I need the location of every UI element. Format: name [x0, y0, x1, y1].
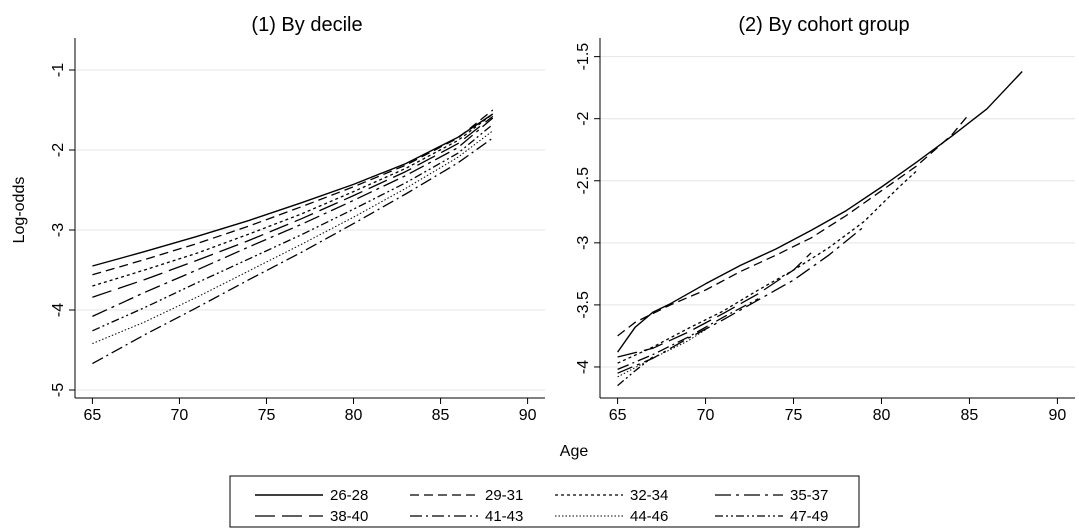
plot-area: [600, 38, 1075, 398]
x-tick-label: 90: [1049, 407, 1067, 424]
legend-label: 47-49: [790, 508, 828, 525]
x-tick-label: 85: [961, 407, 979, 424]
series-line-29-31: [617, 113, 970, 337]
series-line-26-28: [92, 113, 494, 267]
y-tick-label: -2.5: [575, 167, 592, 195]
x-tick-label: 65: [609, 407, 627, 424]
series-line-29-31: [92, 109, 494, 276]
series-line-47-49: [617, 356, 654, 387]
y-gridlines: [600, 56, 1075, 368]
x-tick-label: 90: [519, 407, 537, 424]
x-tick-label: 65: [84, 407, 102, 424]
x-tick-label: 75: [785, 407, 803, 424]
y-tick-label: -3: [575, 236, 592, 250]
axes: -4 -3.5 -3 -2.5 -2 -1.5 65 70 75 80 85 90: [575, 38, 1075, 424]
panel-title: (2) By cohort group: [738, 14, 909, 36]
plot-area: [75, 38, 545, 398]
series-line-32-34: [92, 113, 494, 287]
panel-by-decile: (1) By decile -5 -4 -3 -2 -1 65 70 75 80 85 90: [50, 14, 545, 424]
axes: -5 -4 -3 -2 -1 65 70 75 80 85 90: [50, 38, 545, 424]
y-tick-label: -5: [50, 383, 67, 397]
y-axis-label: Log-odds: [11, 177, 28, 244]
x-tick-label: 75: [258, 407, 276, 424]
x-tick-label: 80: [873, 407, 891, 424]
legend-label: 29-31: [485, 487, 523, 504]
y-tick-label: -1.5: [575, 43, 592, 71]
panel-title: (1) By decile: [251, 14, 362, 36]
y-tick-label: -4: [575, 360, 592, 374]
legend-label: 26-28: [330, 487, 368, 504]
series-line-41-43: [617, 298, 759, 370]
y-tick-label: -1: [50, 63, 67, 77]
series-lines: [617, 71, 1023, 387]
legend: 26-28 29-31 32-34 35-37 38-40 41-43 44-46 47-49: [229, 475, 860, 528]
legend-label: 38-40: [330, 508, 368, 525]
legend-items: 26-28 29-31 32-34 35-37 38-40 41-43 44-46 47-49: [255, 487, 828, 525]
x-tick-label: 70: [171, 407, 189, 424]
x-tick-label: 70: [697, 407, 715, 424]
legend-label: 35-37: [790, 487, 828, 504]
y-gridlines: [75, 69, 545, 391]
series-line-35-37: [92, 117, 494, 317]
series-line-38-40: [617, 252, 812, 358]
x-tick-label: 85: [432, 407, 450, 424]
x-tick-label: 80: [345, 407, 363, 424]
y-tick-label: -4: [50, 303, 67, 317]
y-tick-label: -3.5: [575, 291, 592, 319]
panel-by-cohort-group: (2) By cohort group -4 -3.5 -3 -2.5 -2 -1.5 65…: [575, 14, 1075, 424]
y-tick-label: -2: [575, 111, 592, 125]
series-line-44-46: [92, 130, 494, 345]
legend-label: 32-34: [630, 487, 668, 504]
series-line-41-43: [92, 137, 494, 365]
y-tick-label: -2: [50, 143, 67, 157]
legend-label: 44-46: [630, 508, 668, 525]
legend-box: [229, 475, 860, 528]
series-lines: [92, 109, 494, 365]
legend-label: 41-43: [485, 508, 523, 525]
series-line-38-40: [92, 115, 494, 298]
x-axis-label: Age: [560, 443, 589, 460]
y-tick-label: -3: [50, 223, 67, 237]
